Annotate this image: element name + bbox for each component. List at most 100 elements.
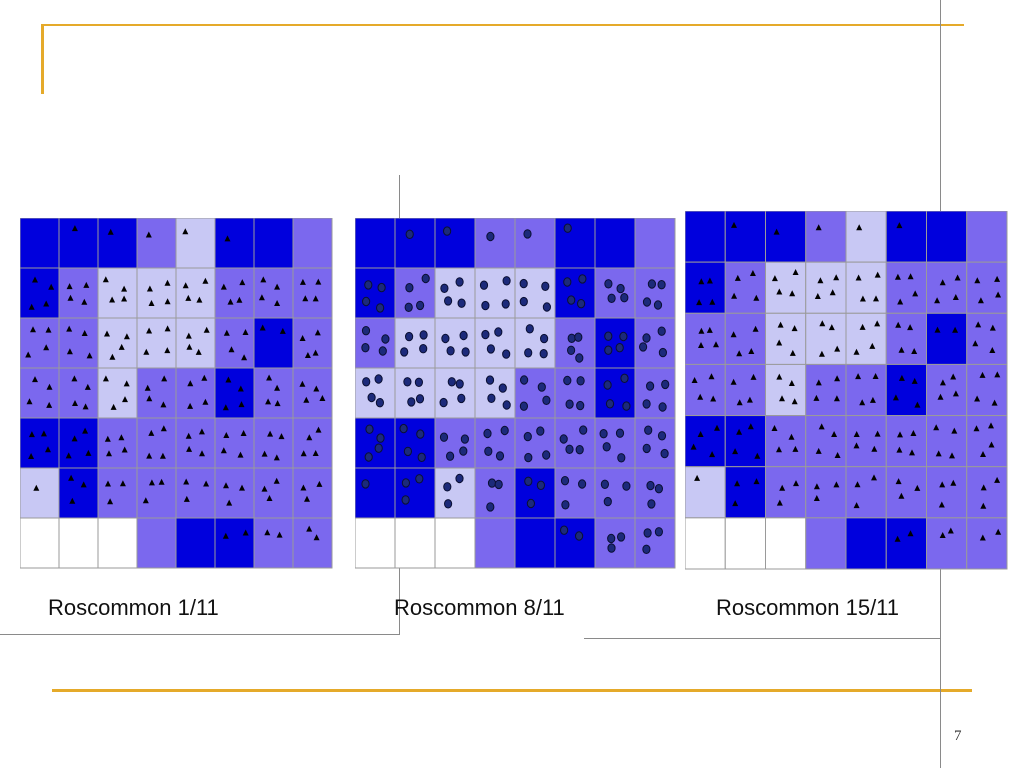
triangle-marker <box>45 446 51 453</box>
triangle-marker <box>974 395 981 402</box>
grid-cell <box>136 267 177 319</box>
circle-marker <box>446 451 455 461</box>
circle-marker <box>374 443 383 453</box>
circle-marker <box>579 425 588 435</box>
triangle-marker <box>121 285 128 292</box>
circle-marker <box>414 377 424 388</box>
circle-marker <box>605 399 615 409</box>
triangle-marker <box>730 331 737 338</box>
triangle-marker <box>106 450 112 457</box>
triangle-marker <box>907 324 914 331</box>
triangle-marker <box>123 333 130 340</box>
grid-cell <box>20 367 60 419</box>
triangle-marker <box>81 298 88 305</box>
grid-cell <box>214 218 255 269</box>
triangle-marker <box>304 495 310 502</box>
circle-marker <box>539 349 548 359</box>
circle-marker <box>500 425 509 436</box>
grid-cell <box>474 517 516 569</box>
triangle-marker <box>818 350 825 357</box>
circle-marker <box>654 527 663 537</box>
circle-marker <box>520 375 529 385</box>
triangle-marker <box>300 450 307 457</box>
triangle-marker <box>146 327 153 334</box>
bottom-accent-line <box>52 689 972 692</box>
circle-marker <box>419 330 428 340</box>
triangle-marker <box>196 296 203 303</box>
circle-marker <box>536 480 545 490</box>
triangle-marker <box>771 425 778 431</box>
circle-marker <box>604 331 613 341</box>
triangle-marker <box>859 295 866 302</box>
triangle-marker <box>241 354 248 361</box>
circle-marker <box>603 380 612 390</box>
grid-cell <box>845 261 887 314</box>
triangle-marker <box>829 289 836 296</box>
triangle-marker <box>974 277 981 284</box>
grid-cell <box>175 317 216 369</box>
circle-marker <box>607 293 616 304</box>
grid-cell <box>136 218 177 269</box>
grid-cell <box>554 367 596 419</box>
triangle-marker <box>312 349 319 356</box>
triangle-marker <box>225 376 232 383</box>
triangle-marker <box>730 378 737 385</box>
grid-cell <box>685 517 726 570</box>
triangle-marker <box>236 296 243 303</box>
circle-marker <box>440 283 449 294</box>
triangle-marker <box>186 343 193 350</box>
circle-marker <box>460 434 470 444</box>
circle-marker <box>657 431 667 441</box>
triangle-marker <box>84 383 91 390</box>
triangle-marker <box>273 477 280 484</box>
circle-marker <box>405 283 414 293</box>
triangle-marker <box>698 342 704 348</box>
triangle-marker <box>813 495 820 501</box>
triangle-marker <box>779 395 785 402</box>
grid-cell <box>594 267 636 319</box>
triangle-marker <box>855 373 862 380</box>
circle-marker <box>642 544 651 554</box>
triangle-marker <box>989 324 996 331</box>
triangle-marker <box>123 380 130 387</box>
grid-cell <box>765 466 807 519</box>
circle-marker <box>361 343 370 353</box>
triangle-marker <box>736 428 743 435</box>
circle-marker <box>459 446 468 456</box>
grid-cell <box>355 267 396 319</box>
triangle-marker <box>980 502 987 509</box>
circle-marker <box>642 333 651 343</box>
grid-cell <box>355 417 396 469</box>
triangle-marker <box>276 531 283 538</box>
triangle-marker <box>279 327 286 334</box>
grid-cell <box>97 467 138 519</box>
circle-marker <box>620 293 629 303</box>
triangle-marker <box>954 274 961 281</box>
triangle-marker <box>977 297 984 304</box>
triangle-marker <box>869 396 876 403</box>
grid-cell <box>805 466 847 519</box>
grid-cell <box>554 267 596 319</box>
triangle-marker <box>952 326 959 333</box>
grid-cell <box>20 417 60 469</box>
circle-marker <box>647 279 656 289</box>
circle-marker <box>563 223 572 233</box>
grid-cell <box>355 218 396 269</box>
grid-map-1 <box>20 218 333 569</box>
circle-marker <box>378 346 387 356</box>
triangle-marker <box>273 454 280 461</box>
grid-cell <box>514 517 556 569</box>
triangle-marker <box>779 484 786 491</box>
circle-marker <box>616 283 625 294</box>
panel-3-caption: Roscommon 15/11 <box>716 595 900 620</box>
grid-cell <box>514 218 556 269</box>
triangle-marker <box>950 479 957 486</box>
circle-marker <box>519 296 528 307</box>
circle-marker <box>362 377 371 387</box>
circle-marker <box>364 280 373 290</box>
grid-cell <box>253 267 294 319</box>
circle-marker <box>654 484 663 494</box>
grid-cell <box>474 317 516 369</box>
grid-cell <box>474 467 516 519</box>
triangle-marker <box>72 400 78 406</box>
